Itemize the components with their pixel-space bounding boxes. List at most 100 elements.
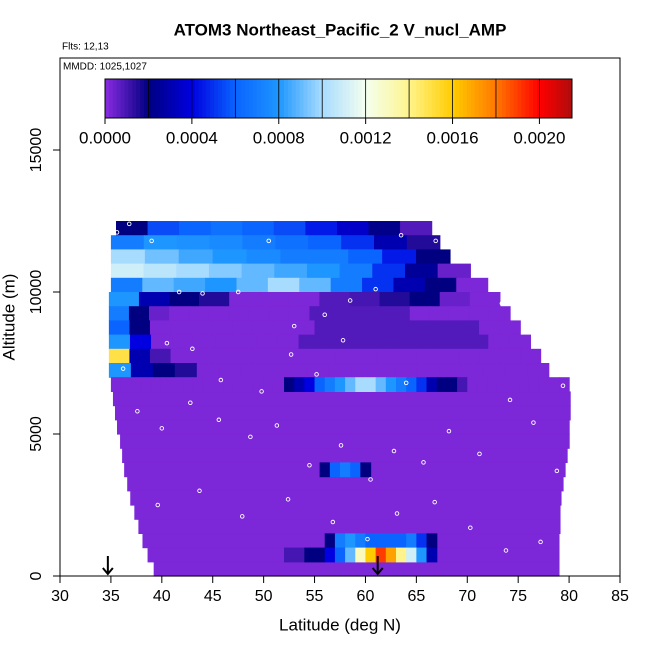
heat-cell bbox=[294, 547, 305, 563]
heat-cell bbox=[273, 320, 295, 336]
colorbar-swatch bbox=[377, 79, 382, 118]
heat-cell bbox=[349, 292, 381, 307]
heat-cell bbox=[396, 377, 407, 393]
flight-point bbox=[259, 389, 264, 394]
heat-cell bbox=[334, 377, 346, 393]
colorbar-swatch bbox=[178, 79, 184, 118]
flight-point bbox=[368, 477, 373, 482]
heat-cell bbox=[349, 306, 371, 322]
colorbar-swatch bbox=[237, 79, 242, 118]
colorbar-swatch bbox=[124, 79, 129, 118]
heat-cell bbox=[409, 306, 431, 322]
flight-point bbox=[307, 462, 312, 468]
colorbar-swatch bbox=[132, 79, 137, 118]
colorbar-swatch bbox=[284, 79, 289, 118]
chart-title: ATOM3 Northeast_Pacific_2 V_nucl_AMP bbox=[174, 20, 507, 39]
heat-cell bbox=[121, 377, 132, 393]
heat-cell bbox=[437, 263, 471, 279]
heat-cell bbox=[504, 363, 528, 378]
heat-cell bbox=[334, 547, 346, 563]
colorbar-swatch bbox=[525, 79, 530, 118]
colorbar-swatch bbox=[439, 79, 445, 118]
heat-cell bbox=[284, 377, 295, 393]
heat-cell bbox=[149, 348, 172, 364]
heat-cell bbox=[426, 533, 438, 549]
colorbar-tick-label: 0.0012 bbox=[340, 128, 392, 147]
colorbar-swatch bbox=[151, 79, 157, 118]
heat-cell bbox=[334, 533, 346, 549]
flight-point bbox=[499, 301, 505, 306]
heat-cell bbox=[240, 363, 264, 378]
heat-cell bbox=[319, 462, 331, 478]
heat-cell bbox=[211, 348, 233, 364]
heat-cell bbox=[152, 363, 176, 378]
colorbar-swatch bbox=[128, 79, 133, 118]
heat-cell bbox=[416, 533, 428, 549]
colorbar-swatch bbox=[252, 79, 258, 118]
flight-point bbox=[288, 352, 294, 357]
heat-cell bbox=[116, 221, 149, 236]
heat-cell bbox=[289, 292, 321, 307]
heat-cell bbox=[350, 462, 361, 478]
flight-point bbox=[274, 423, 280, 428]
heat-cell bbox=[449, 306, 471, 322]
flight-point bbox=[338, 443, 344, 448]
heat-cell bbox=[458, 348, 480, 364]
heat-cell bbox=[191, 348, 213, 364]
heat-cell bbox=[372, 263, 406, 279]
flight-point bbox=[403, 380, 409, 386]
flight-point bbox=[216, 417, 222, 423]
x-tick-label: 45 bbox=[204, 588, 222, 605]
heat-cell bbox=[355, 348, 377, 364]
colorbar-swatch bbox=[396, 79, 402, 118]
heat-cell bbox=[267, 277, 300, 293]
heat-cell bbox=[329, 306, 351, 322]
colorbar-swatch bbox=[272, 79, 277, 118]
colorbar-swatch bbox=[190, 79, 196, 118]
heat-cell bbox=[417, 348, 439, 364]
y-tick-label: 10000 bbox=[28, 270, 45, 315]
x-tick-label: 60 bbox=[357, 588, 375, 605]
heat-cell bbox=[148, 306, 170, 322]
flight-point bbox=[114, 230, 120, 235]
colorbar-swatch bbox=[466, 79, 472, 118]
annotation: MMDD: 1025,1027 bbox=[63, 62, 147, 73]
heat-cell bbox=[306, 263, 341, 279]
x-tick-label: 65 bbox=[407, 588, 425, 605]
arrow bbox=[102, 556, 114, 576]
colorbar-swatch bbox=[311, 79, 316, 118]
heat-cell bbox=[460, 363, 484, 378]
heat-cell bbox=[298, 334, 321, 350]
colorbar-swatch bbox=[350, 79, 355, 118]
colorbar-swatch bbox=[210, 79, 215, 118]
colorbar-swatch bbox=[568, 79, 573, 118]
colorbar-swatch bbox=[330, 79, 336, 118]
heat-cell bbox=[256, 334, 279, 350]
colorbar-swatch bbox=[225, 79, 231, 118]
heat-cell bbox=[274, 263, 308, 279]
colorbar-swatch bbox=[529, 79, 534, 118]
heat-cell bbox=[142, 277, 175, 293]
colorbar-swatch bbox=[513, 79, 519, 118]
heat-cell bbox=[289, 306, 311, 322]
colorbar-swatch bbox=[478, 79, 483, 118]
heat-cell bbox=[499, 320, 521, 336]
heat-cell bbox=[212, 377, 224, 393]
flight-point bbox=[285, 497, 291, 502]
heat-cell bbox=[345, 533, 356, 549]
heat-cell bbox=[130, 490, 562, 506]
colorbar-swatch bbox=[369, 79, 375, 118]
heat-cell bbox=[314, 249, 349, 265]
heat-cell bbox=[416, 377, 428, 393]
colorbar-swatch bbox=[182, 79, 188, 118]
x-tick-label: 40 bbox=[153, 588, 171, 605]
heat-cell bbox=[108, 348, 131, 364]
colorbar-swatch bbox=[517, 79, 522, 118]
colorbar-swatch bbox=[451, 79, 456, 118]
colorbar-swatch bbox=[361, 79, 367, 118]
flight-point bbox=[503, 548, 509, 553]
heat-cell bbox=[375, 377, 387, 393]
heat-cell bbox=[425, 334, 447, 350]
colorbar-swatch bbox=[334, 79, 339, 118]
